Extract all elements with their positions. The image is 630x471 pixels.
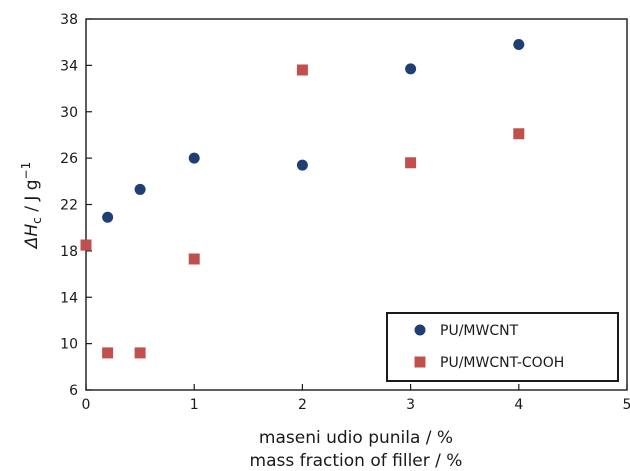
series-1-point-1 xyxy=(102,347,114,359)
x-axis-title-line2: mass fraction of filler / % xyxy=(250,451,463,471)
y-tick-label-5: 26 xyxy=(60,151,78,167)
series-1-point-6 xyxy=(513,128,525,140)
legend-label-0: PU/MWCNT xyxy=(440,323,519,339)
x-tick-label-1: 1 xyxy=(190,397,199,413)
x-tick-label-0: 0 xyxy=(82,397,91,413)
legend-marker-1 xyxy=(414,356,426,368)
series-0-point-2 xyxy=(134,183,146,195)
legend: PU/MWCNT PU/MWCNT-COOH xyxy=(386,312,619,382)
x-axis-title-line1: maseni udio punila / % xyxy=(259,428,453,448)
series-0-point-6 xyxy=(513,39,525,51)
series-0-point-1 xyxy=(102,211,114,223)
y-axis-title-superscript: −1 xyxy=(19,162,33,180)
legend-label-1: PU/MWCNT-COOH xyxy=(440,355,564,371)
series-0-point-4 xyxy=(296,159,308,171)
y-tick-label-2: 14 xyxy=(60,290,78,306)
y-axis-title-symbol: ΔH xyxy=(22,224,42,251)
series-1-point-5 xyxy=(405,157,417,169)
series-1-point-0-overlay xyxy=(80,239,92,251)
x-tick-label-2: 2 xyxy=(298,397,307,413)
series-0-point-3 xyxy=(188,152,200,164)
series-1-point-2 xyxy=(134,347,146,359)
y-tick-label-6: 30 xyxy=(60,105,78,121)
y-tick-label-4: 22 xyxy=(60,198,78,214)
legend-box xyxy=(386,312,619,382)
x-tick-label-4: 4 xyxy=(514,397,523,413)
y-tick-label-3: 18 xyxy=(60,244,78,260)
axis-ticks xyxy=(85,18,628,391)
y-tick-label-7: 34 xyxy=(60,58,78,74)
legend-marker-0 xyxy=(414,324,426,336)
y-tick-label-1: 10 xyxy=(60,337,78,353)
y-tick-label-8: 38 xyxy=(60,12,78,28)
y-axis-title-unit: / J g xyxy=(22,179,42,217)
y-axis-title: ΔHc / J g−1 xyxy=(19,162,44,250)
y-tick-label-0: 6 xyxy=(69,383,78,399)
series-0-point-5 xyxy=(405,63,417,75)
series-1-point-3 xyxy=(188,253,200,265)
x-tick-label-5: 5 xyxy=(623,397,630,413)
y-axis-title-subscript: c xyxy=(30,217,44,224)
series-1-point-4 xyxy=(296,64,308,76)
x-tick-label-3: 3 xyxy=(406,397,415,413)
data-points xyxy=(80,39,525,359)
